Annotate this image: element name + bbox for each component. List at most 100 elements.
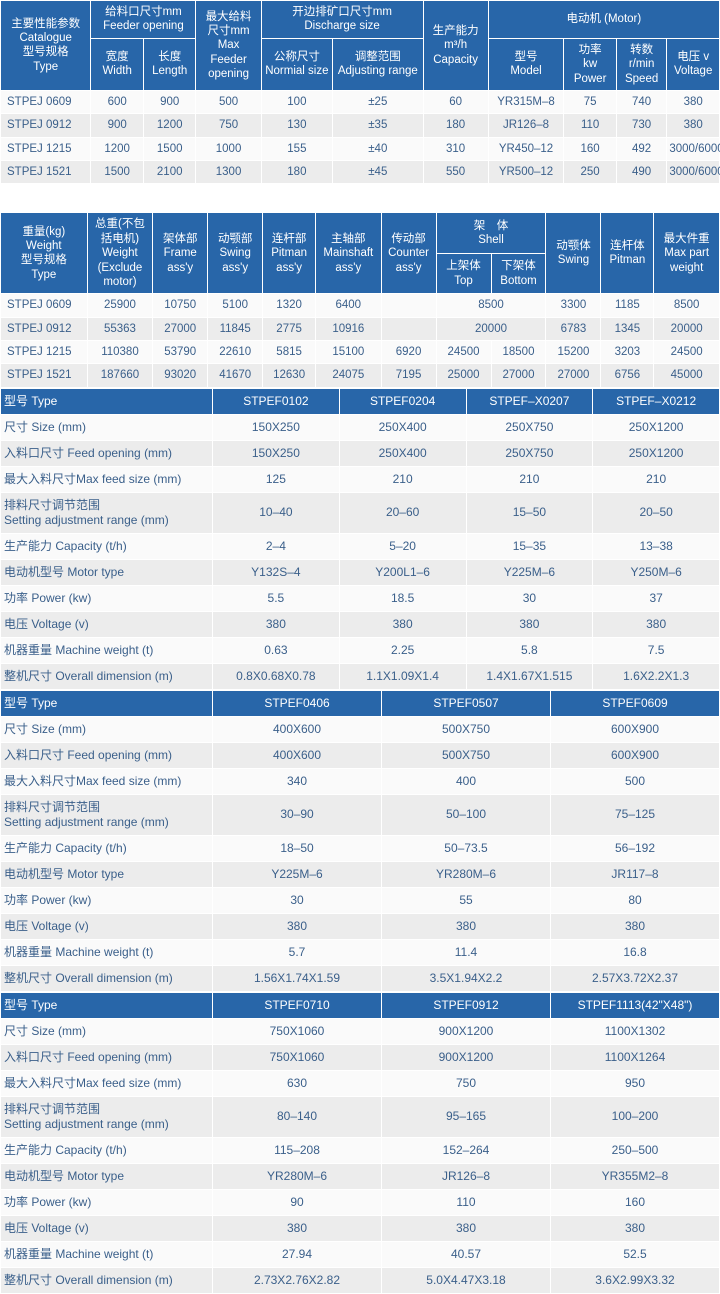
table-row: 入料口尺寸 Feed opening (mm)150X250250X400250… — [1, 440, 720, 466]
hdr-mainshaft: 主轴部Mainshaftass'y — [316, 213, 382, 294]
table-row: 生产能力 Capacity (t/h)2–45–2015–3513–38 — [1, 533, 720, 559]
spec-hdr-type: 型号 Type — [1, 690, 213, 716]
table-row: 尺寸 Size (mm)750X1060900X12001100X1302 — [1, 1018, 720, 1044]
spec-row-label: 尺寸 Size (mm) — [1, 1018, 213, 1044]
hdr-nominal: 公称尺寸Normial size — [261, 38, 332, 90]
spec-row-label: 整机尺寸 Overall dimension (m) — [1, 663, 213, 689]
spec-row-label: 排料尺寸调节范围Setting adjustment range (mm) — [1, 794, 213, 835]
hdr-counter: 传动部Counterass'y — [381, 213, 436, 294]
hdr-voltage: 电压 vVoltage — [667, 38, 720, 90]
spec-row-label: 排料尺寸调节范围Setting adjustment range (mm) — [1, 1096, 213, 1137]
table-row: 整机尺寸 Overall dimension (m)0.8X0.68X0.781… — [1, 663, 720, 689]
spec-row-label: 尺寸 Size (mm) — [1, 414, 213, 440]
spec-row-label: 机器重量 Machine weight (t) — [1, 1241, 213, 1267]
hdr-motor: 电动机 (Motor) — [488, 1, 719, 39]
table-row: 入料口尺寸 Feed opening (mm)750X1060900X12001… — [1, 1044, 720, 1070]
spec-hdr-col: STPEF0406 — [213, 690, 382, 716]
table-spec-a: 型号 TypeSTPEF0102STPEF0204STPEF–X0207STPE… — [0, 388, 720, 690]
spec-row-label: 电压 Voltage (v) — [1, 1215, 213, 1241]
table-row: 电压 Voltage (v)380380380 — [1, 913, 720, 939]
table-row: 入料口尺寸 Feed opening (mm)400X600500X750600… — [1, 742, 720, 768]
hdr-bottom: 下架体Bottom — [491, 253, 546, 293]
table-2-weight: 重量(kg)Weight型号规格Type 总重(不包括电机)Weight(Exc… — [0, 212, 720, 387]
table-row: 机器重量 Machine weight (t)27.9440.5752.5 — [1, 1241, 720, 1267]
spec-row-label: 功率 Power (kw) — [1, 585, 213, 611]
hdr-speed: 转数r/minSpeed — [616, 38, 666, 90]
hdr-adjusting: 调整范围Adjusting range — [333, 38, 423, 90]
table-row: 电压 Voltage (v)380380380380 — [1, 611, 720, 637]
hdr-maxpart: 最大件重Max partweight — [654, 213, 720, 294]
table-row: STPEJ 0912553632700011845277510916200006… — [1, 317, 720, 340]
hdr-swing: 动颚部Swingass'y — [208, 213, 263, 294]
table-row: 尺寸 Size (mm)400X600500X750600X900 — [1, 716, 720, 742]
hdr-weight-type: 重量(kg)Weight型号规格Type — [1, 213, 88, 294]
hdr-width: 宽度Width — [91, 38, 144, 90]
spec-hdr-col: STPEF–X0212 — [593, 388, 720, 414]
table-row: 机器重量 Machine weight (t)0.632.255.87.5 — [1, 637, 720, 663]
spec-row-label: 电动机型号 Motor type — [1, 861, 213, 887]
table-row: 生产能力 Capacity (t/h)18–5050–73.556–192 — [1, 835, 720, 861]
hdr-length: 长度Length — [143, 38, 196, 90]
hdr-max-feeder: 最大给料尺寸mmMaxFeederopening — [196, 1, 261, 91]
spec-row-label: 功率 Power (kw) — [1, 1189, 213, 1215]
spec-row-label: 电动机型号 Motor type — [1, 559, 213, 585]
spec-row-label: 功率 Power (kw) — [1, 887, 213, 913]
spec-hdr-col: STPEF0102 — [213, 388, 340, 414]
spec-row-label: 电动机型号 Motor type — [1, 1163, 213, 1189]
table-row: STPEJ 0609259001075051001320640085003300… — [1, 294, 720, 317]
spec-hdr-type: 型号 Type — [1, 992, 213, 1018]
spec-row-label: 机器重量 Machine weight (t) — [1, 637, 213, 663]
table-row: 功率 Power (kw)5.518.53037 — [1, 585, 720, 611]
table-row: STPEJ 1215120015001000155±40310YR450–121… — [1, 137, 720, 160]
spec-hdr-col: STPEF0204 — [339, 388, 466, 414]
table-row: 最大入料尺寸Max feed size (mm)340400500 — [1, 768, 720, 794]
spec-row-label: 排料尺寸调节范围Setting adjustment range (mm) — [1, 492, 213, 533]
table-row: 尺寸 Size (mm)150X250250X400250X750250X120… — [1, 414, 720, 440]
hdr-discharge: 开边排矿口尺寸mmDischarge size — [261, 1, 423, 39]
spec-row-label: 最大入料尺寸Max feed size (mm) — [1, 466, 213, 492]
table-row: STPEJ 1215110380537902261058151510069202… — [1, 341, 720, 364]
spec-row-label: 入料口尺寸 Feed opening (mm) — [1, 440, 213, 466]
hdr-capacity: 生产能力m³/hCapacity — [423, 1, 488, 91]
table-row: 机器重量 Machine weight (t)5.711.416.8 — [1, 939, 720, 965]
hdr-pitman: 连杆部Pitmanass'y — [263, 213, 316, 294]
hdr-shell: 架 体Shell — [436, 213, 546, 253]
table-row: 功率 Power (kw)90110160 — [1, 1189, 720, 1215]
spec-row-label: 最大入料尺寸Max feed size (mm) — [1, 768, 213, 794]
hdr-feeder-opening: 给料口尺寸mmFeeder opening — [91, 1, 196, 39]
table-row: STPEJ 1521150021001300180±45550YR500–122… — [1, 161, 720, 184]
spec-hdr-type: 型号 Type — [1, 388, 213, 414]
hdr-top: 上架体Top — [436, 253, 491, 293]
table-row: 排料尺寸调节范围Setting adjustment range (mm)30–… — [1, 794, 720, 835]
spec-row-label: 电压 Voltage (v) — [1, 611, 213, 637]
spec-row-label: 机器重量 Machine weight (t) — [1, 939, 213, 965]
spec-hdr-col: STPEF0912 — [382, 992, 551, 1018]
spec-hdr-col: STPEF–X0207 — [466, 388, 593, 414]
hdr-catalogue: 主要性能参数Catalogue型号规格Type — [1, 1, 91, 91]
spec-row-label: 整机尺寸 Overall dimension (m) — [1, 965, 213, 991]
spec-row-label: 入料口尺寸 Feed opening (mm) — [1, 1044, 213, 1070]
table-row: 生产能力 Capacity (t/h)115–208152–264250–500 — [1, 1137, 720, 1163]
table-row: 电动机型号 Motor typeY132S–4Y200L1–6Y225M–6Y2… — [1, 559, 720, 585]
spec-row-label: 电压 Voltage (v) — [1, 913, 213, 939]
hdr-total: 总重(不包括电机)Weight(Excludemotor) — [87, 213, 153, 294]
table-row: 整机尺寸 Overall dimension (m)2.73X2.76X2.82… — [1, 1267, 720, 1293]
spec-row-label: 尺寸 Size (mm) — [1, 716, 213, 742]
table-row: STPEJ 1521187660930204167012630240757195… — [1, 364, 720, 387]
spec-hdr-col: STPEF0507 — [382, 690, 551, 716]
table-row: 电压 Voltage (v)380380380 — [1, 1215, 720, 1241]
hdr-swing2: 动颚体Swing — [546, 213, 601, 294]
hdr-pitman2: 连杆体Pitman — [601, 213, 654, 294]
table-row: 最大入料尺寸Max feed size (mm)630750950 — [1, 1070, 720, 1096]
table-row: STPEJ 0609600900500100±2560YR315M–875740… — [1, 90, 720, 113]
table-spec-b: 型号 TypeSTPEF0406STPEF0507STPEF0609尺寸 Siz… — [0, 690, 720, 992]
spec-row-label: 生产能力 Capacity (t/h) — [1, 1137, 213, 1163]
hdr-power: 功率kwPower — [564, 38, 617, 90]
hdr-model: 型号Model — [488, 38, 564, 90]
table-row: 电动机型号 Motor typeYR280M–6JR126–8YR355M2–8 — [1, 1163, 720, 1189]
table-row: 排料尺寸调节范围Setting adjustment range (mm)10–… — [1, 492, 720, 533]
spec-row-label: 最大入料尺寸Max feed size (mm) — [1, 1070, 213, 1096]
spec-row-label: 生产能力 Capacity (t/h) — [1, 533, 213, 559]
table-row: 整机尺寸 Overall dimension (m)1.56X1.74X1.59… — [1, 965, 720, 991]
table-row: 排料尺寸调节范围Setting adjustment range (mm)80–… — [1, 1096, 720, 1137]
